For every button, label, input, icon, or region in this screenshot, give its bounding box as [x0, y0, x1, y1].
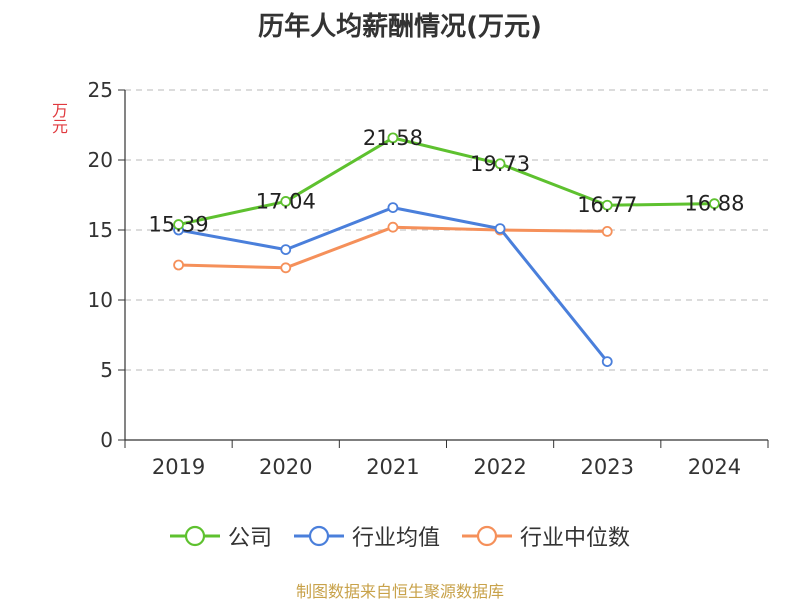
legend-marker-icon — [169, 525, 220, 547]
legend: 公司 行业均值 行业中位数 — [0, 518, 800, 554]
y-axis-label: 万元 — [52, 101, 69, 136]
y-tick-label: 25 — [88, 78, 113, 102]
legend-label: 公司 — [227, 526, 272, 551]
y-tick-label: 0 — [100, 428, 113, 452]
data-point — [280, 262, 292, 274]
legend-circle — [476, 525, 498, 547]
legend-item[interactable]: 行业均值 — [293, 520, 440, 552]
data-point — [173, 219, 184, 230]
data-point — [709, 198, 720, 210]
x-tick-label: 2024 — [688, 455, 741, 479]
data-point — [387, 202, 399, 214]
data-point — [494, 223, 506, 235]
legend-label: 行业均值 — [351, 526, 440, 551]
series-line — [178, 136, 715, 227]
legend-label: 行业中位数 — [520, 526, 631, 551]
y-tick-label: 20 — [88, 148, 113, 172]
x-tick-label: 2019 — [152, 455, 205, 479]
legend-circle — [184, 525, 206, 547]
data-point — [280, 196, 292, 207]
x-tick-label: 2021 — [366, 455, 419, 479]
data-point — [173, 259, 184, 271]
data-label: 16.88 — [684, 192, 744, 216]
data-label: 15.39 — [149, 213, 209, 237]
data-label: 19.73 — [470, 152, 530, 176]
legend-item[interactable]: 公司 — [169, 520, 272, 552]
data-label: 21.58 — [363, 126, 423, 150]
legend-marker-icon — [462, 525, 512, 547]
y-tick-label: 15 — [88, 218, 113, 242]
data-point — [387, 221, 399, 233]
legend-circle — [308, 525, 330, 547]
x-tick-label: 2023 — [581, 455, 634, 479]
source-note: 制图数据来自恒生聚源数据库 — [295, 582, 504, 601]
data-point — [601, 225, 613, 237]
legend-marker-icon — [293, 525, 344, 547]
data-label: 16.77 — [577, 193, 637, 217]
x-tick-label: 2022 — [473, 455, 526, 479]
data-label: 17.04 — [256, 189, 316, 213]
data-point — [387, 132, 399, 144]
data-point — [601, 199, 613, 211]
y-tick-label: 10 — [88, 288, 113, 312]
y-tick-label: 5 — [100, 358, 113, 382]
data-point — [601, 356, 613, 368]
data-point — [494, 158, 506, 170]
x-tick-label: 2020 — [259, 455, 312, 479]
legend-item[interactable]: 行业中位数 — [462, 520, 630, 552]
data-point — [280, 244, 292, 256]
series-line — [178, 225, 608, 270]
chart-title: 历年人均薪酬情况(万元) — [258, 12, 542, 42]
